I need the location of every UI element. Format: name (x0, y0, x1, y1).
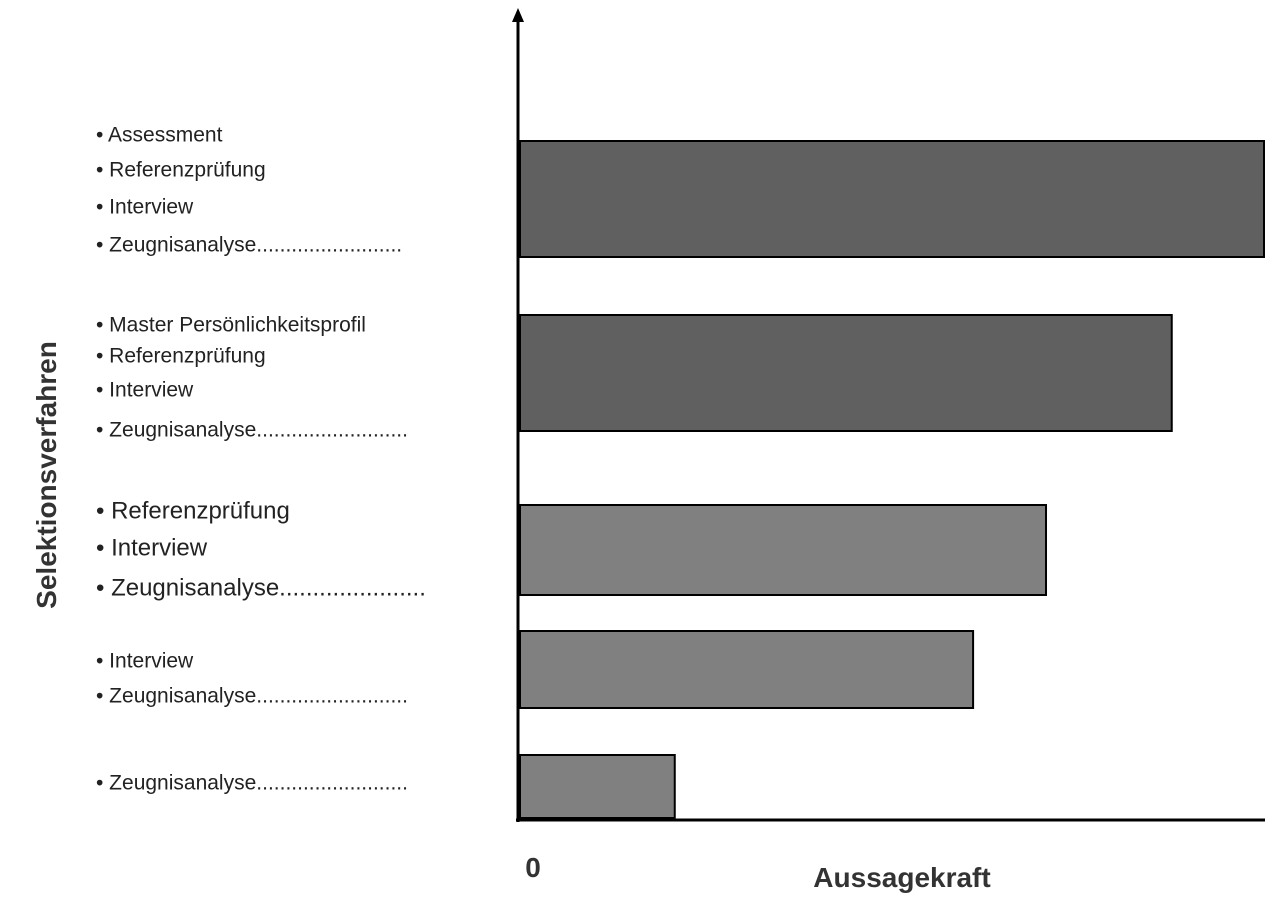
category-2-line-4: • Zeugnisanalyse........................… (96, 419, 408, 442)
category-4-line-2: • Zeugnisanalyse........................… (96, 685, 408, 708)
y-axis-title: Selektionsverfahren (31, 341, 62, 609)
category-5-line-1: • Zeugnisanalyse........................… (96, 772, 408, 795)
bar-4 (519, 630, 975, 709)
y-axis-arrowhead-icon (512, 8, 524, 22)
category-labels-group: • Assessment • Referenzprüfung • Interview… (96, 124, 426, 795)
category-3-line-1: • Referenzprüfung (96, 497, 290, 524)
bar-5 (519, 754, 676, 819)
x-tick-label-0: 0 (525, 852, 541, 883)
category-2-line-1: • Master Persönlichkeitsprofil (96, 314, 366, 337)
category-1-line-4: • Zeugnisanalyse........................… (96, 234, 402, 257)
bar-1 (519, 140, 1265, 258)
bar-3 (519, 504, 1048, 596)
category-4-line-1: • Interview (96, 650, 194, 673)
category-2-line-2: • Referenzprüfung (96, 345, 266, 368)
x-axis-title: Aussagekraft (813, 862, 990, 893)
category-1-line-1: • Assessment (96, 124, 223, 147)
category-2-line-3: • Interview (96, 379, 194, 402)
bars-group (519, 140, 1265, 819)
category-1-line-3: • Interview (96, 196, 194, 219)
bar-2 (519, 314, 1173, 432)
category-3-line-2: • Interview (96, 534, 208, 561)
category-1-line-2: • Referenzprüfung (96, 159, 266, 182)
category-3-line-3: • Zeugnisanalyse...................... (96, 574, 426, 601)
